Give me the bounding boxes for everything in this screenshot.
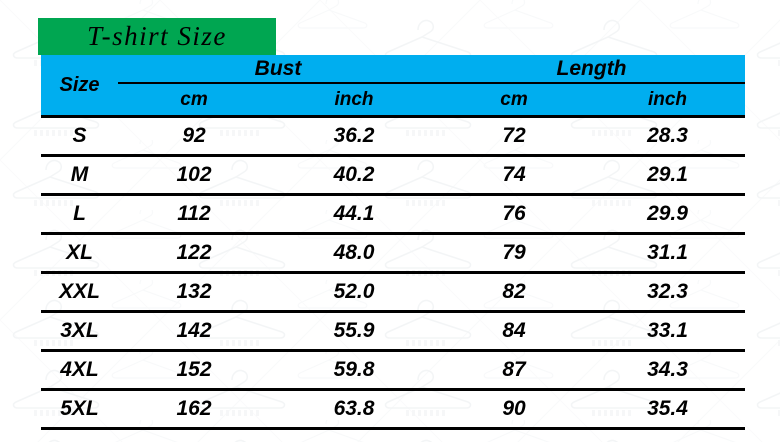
cell-length-cm: 82	[438, 272, 591, 313]
table-row: L 112 44.1 76 29.9	[41, 194, 746, 235]
table-row: 4XL 152 59.8 87 34.3	[41, 350, 746, 391]
column-header-length: Length	[438, 55, 746, 84]
cell-length-cm: 74	[438, 155, 591, 196]
cell-bust-inch: 40.2	[270, 155, 439, 196]
cell-length-inch: 32.3	[590, 272, 746, 313]
cell-length-inch: 34.3	[590, 350, 746, 391]
column-subheader-bust-cm: cm	[118, 83, 270, 118]
cell-bust-cm: 132	[118, 272, 270, 313]
cell-size: 4XL	[41, 350, 118, 391]
cell-bust-cm: 92	[118, 116, 270, 157]
column-subheader-length-inch: inch	[590, 83, 746, 118]
cell-length-cm: 87	[438, 350, 591, 391]
table-body: S 92 36.2 72 28.3 M 102 40.2 74 29.1 L 112 44.1 76 29.…	[41, 116, 746, 430]
cell-length-inch: 31.1	[590, 233, 746, 274]
table-row: XL 122 48.0 79 31.1	[41, 233, 746, 274]
cell-length-inch: 35.4	[590, 389, 746, 430]
column-header-size: Size	[41, 55, 118, 118]
cell-length-cm: 72	[438, 116, 591, 157]
cell-length-cm: 76	[438, 194, 591, 235]
cell-bust-cm: 112	[118, 194, 270, 235]
column-subheader-length-cm: cm	[438, 83, 591, 118]
table-row: 3XL 142 55.9 84 33.1	[41, 311, 746, 352]
cell-bust-inch: 55.9	[270, 311, 439, 352]
cell-bust-cm: 102	[118, 155, 270, 196]
page-title: T-shirt Size	[87, 21, 227, 51]
cell-bust-inch: 52.0	[270, 272, 439, 313]
column-header-bust: Bust	[118, 55, 439, 84]
cell-length-inch: 28.3	[590, 116, 746, 157]
table-row: S 92 36.2 72 28.3	[41, 116, 746, 157]
cell-size: 5XL	[41, 389, 118, 430]
cell-bust-inch: 48.0	[270, 233, 439, 274]
size-chart-table: Size Bust Length cm inch cm inch S 92 36.2…	[41, 55, 746, 430]
cell-size: 3XL	[41, 311, 118, 352]
cell-bust-inch: 63.8	[270, 389, 439, 430]
table-row: M 102 40.2 74 29.1	[41, 155, 746, 196]
cell-length-inch: 33.1	[590, 311, 746, 352]
cell-bust-inch: 59.8	[270, 350, 439, 391]
table-row: XXL 132 52.0 82 32.3	[41, 272, 746, 313]
cell-bust-cm: 142	[118, 311, 270, 352]
cell-length-cm: 90	[438, 389, 591, 430]
title-banner: T-shirt Size	[38, 18, 276, 55]
cell-bust-inch: 36.2	[270, 116, 439, 157]
cell-bust-cm: 122	[118, 233, 270, 274]
cell-size: XXL	[41, 272, 118, 313]
cell-length-cm: 84	[438, 311, 591, 352]
table-row: 5XL 162 63.8 90 35.4	[41, 389, 746, 430]
cell-size: S	[41, 116, 118, 157]
cell-length-inch: 29.1	[590, 155, 746, 196]
header-sub-row: cm inch cm inch	[41, 83, 746, 118]
cell-bust-cm: 152	[118, 350, 270, 391]
cell-length-cm: 79	[438, 233, 591, 274]
cell-size: XL	[41, 233, 118, 274]
cell-bust-inch: 44.1	[270, 194, 439, 235]
cell-size: M	[41, 155, 118, 196]
table-header: Size Bust Length cm inch cm inch	[41, 55, 746, 118]
cell-length-inch: 29.9	[590, 194, 746, 235]
header-group-row: Size Bust Length	[41, 55, 746, 118]
cell-bust-cm: 162	[118, 389, 270, 430]
cell-size: L	[41, 194, 118, 235]
column-subheader-bust-inch: inch	[270, 83, 439, 118]
